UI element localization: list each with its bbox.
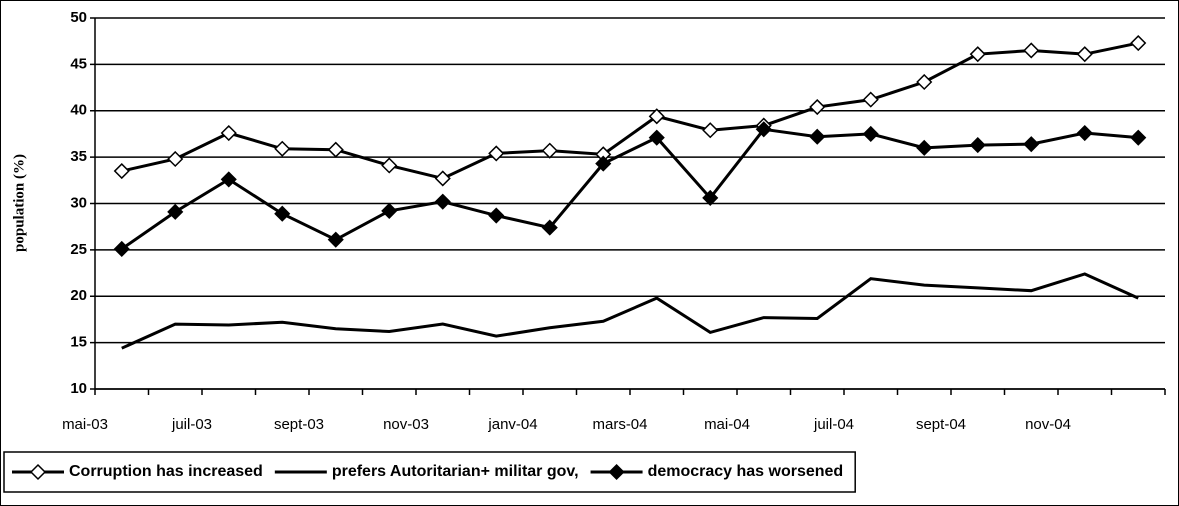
data-point (220, 124, 237, 142)
x-tick-label: nov-04 (1025, 416, 1071, 433)
x-tick-label: mai-04 (704, 416, 750, 433)
legend-box (3, 451, 856, 493)
data-point (327, 231, 344, 248)
x-tick-label: sept-04 (916, 416, 966, 433)
data-point (809, 98, 826, 116)
y-tick-label: 25 (70, 241, 87, 258)
data-point (916, 139, 933, 156)
data-point (1076, 124, 1093, 142)
data-point (327, 141, 344, 158)
series-line (120, 127, 1139, 251)
x-tick-label: mai-03 (62, 416, 108, 433)
y-tick-label: 45 (70, 55, 87, 72)
x-tick-label: juil-03 (171, 416, 212, 433)
data-point (969, 137, 986, 154)
data-point (167, 203, 184, 220)
data-point (916, 73, 933, 91)
data-point (1076, 46, 1093, 63)
legend-label: Corruption has increased (69, 463, 263, 480)
data-point (434, 193, 451, 210)
y-tick-label: 20 (70, 287, 87, 304)
y-tick-label: 30 (70, 194, 87, 211)
data-point (113, 162, 130, 180)
y-tick-label: 35 (70, 148, 87, 165)
series-line (121, 41, 1139, 181)
y-tick-label: 50 (70, 9, 87, 26)
data-point (541, 142, 558, 159)
x-tick-label: mars-04 (592, 416, 647, 433)
y-tick-label: 40 (70, 102, 87, 119)
x-tick-label: juil-04 (813, 416, 854, 433)
y-tick-label: 15 (70, 334, 87, 351)
series-line (121, 272, 1139, 350)
data-point (702, 122, 719, 139)
legend-marker (29, 463, 47, 481)
data-point (274, 205, 291, 222)
data-point (488, 207, 505, 224)
data-point (862, 125, 879, 142)
data-point (1130, 34, 1147, 52)
data-point (541, 219, 558, 236)
data-point (1130, 129, 1147, 146)
data-point (381, 157, 398, 174)
data-point (809, 128, 826, 145)
x-tick-label: janv-04 (487, 416, 537, 433)
legend-label: democracy has worsened (648, 463, 844, 480)
y-axis-label: population (%) (11, 154, 27, 252)
data-point (488, 145, 505, 162)
data-point (113, 240, 130, 258)
data-point (381, 202, 398, 219)
data-point (167, 150, 184, 168)
x-tick-label: sept-03 (274, 416, 324, 433)
legend-label: prefers Autoritarian+ militar gov, (332, 463, 579, 480)
data-point (648, 129, 665, 146)
data-point (434, 170, 451, 187)
y-tick-label: 10 (70, 380, 87, 397)
data-point (862, 91, 879, 108)
data-point (702, 189, 719, 206)
data-point (1023, 136, 1040, 153)
data-point (969, 46, 986, 63)
x-tick-label: nov-03 (383, 416, 429, 433)
data-point (220, 171, 237, 188)
data-point (648, 108, 665, 125)
data-point (1023, 42, 1040, 59)
data-point (274, 140, 291, 157)
data-point (595, 155, 612, 172)
data-point (755, 121, 772, 138)
legend-marker (608, 463, 625, 481)
